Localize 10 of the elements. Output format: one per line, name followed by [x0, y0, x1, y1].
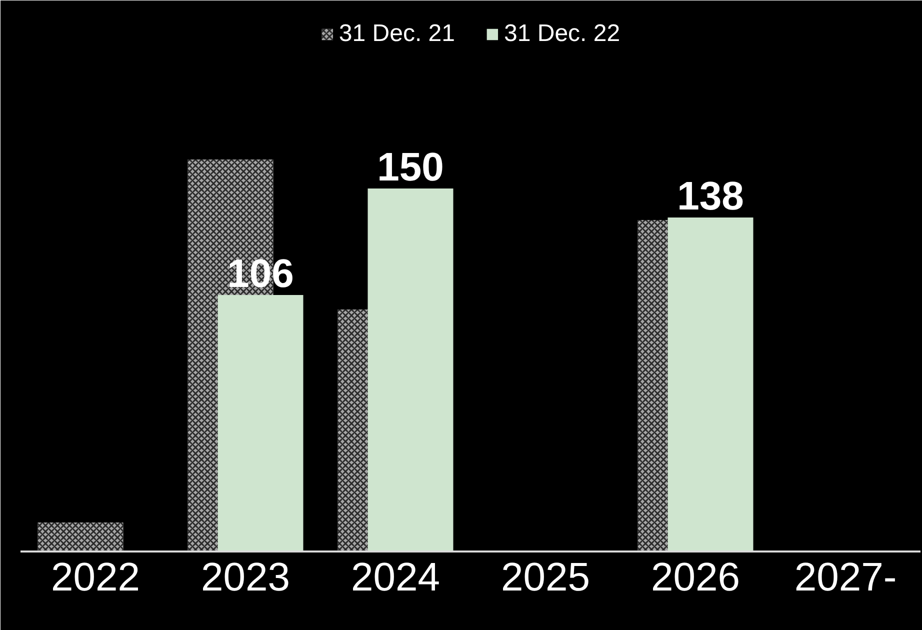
x-tick-label: 2023: [201, 556, 290, 600]
data-label: 150: [377, 146, 444, 190]
x-tick-label: 2025: [501, 556, 590, 600]
x-tick-label: 2026: [651, 556, 740, 600]
data-label: 138: [677, 174, 744, 219]
legend-label: 31 Dec. 22: [504, 20, 620, 48]
legend-label: 31 Dec. 21: [338, 20, 455, 48]
x-tick-label: 2022: [51, 556, 140, 600]
x-tick-label: 2027-: [794, 556, 897, 600]
x-tick-label: 2024: [351, 556, 440, 600]
